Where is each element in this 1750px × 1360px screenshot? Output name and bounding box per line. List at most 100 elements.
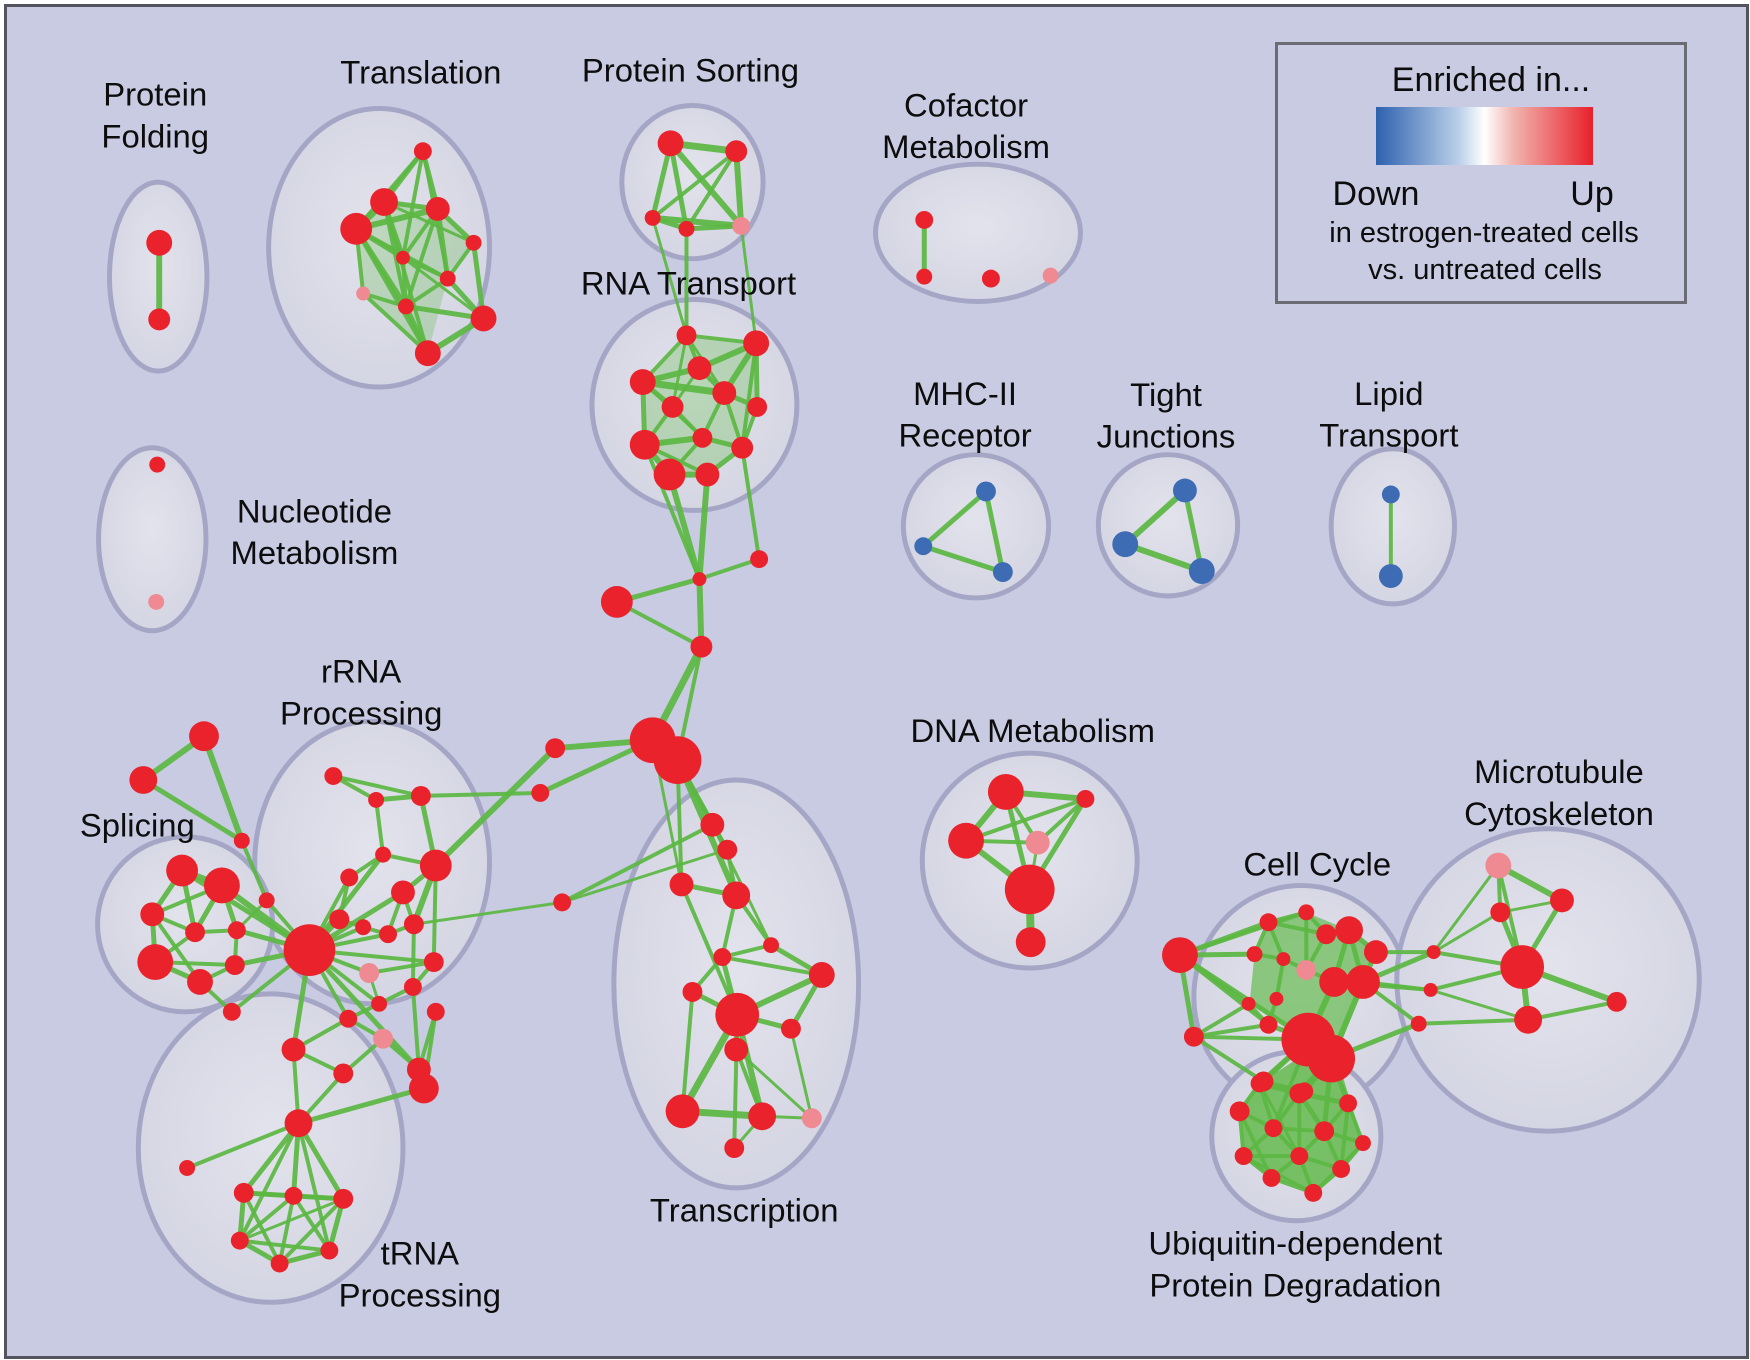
node-mt5 xyxy=(1514,1005,1543,1034)
edge-u1-u9 xyxy=(1258,1081,1301,1158)
node-rt1 xyxy=(676,325,697,346)
node-rt9 xyxy=(692,427,713,448)
label-transcription: Transcription xyxy=(650,1192,839,1229)
edge-rt8-c1 xyxy=(642,442,702,582)
node-d5 xyxy=(1004,864,1055,915)
legend-up-label: Up xyxy=(1570,175,1614,213)
edge-m2-m3 xyxy=(920,543,1006,575)
edge-b1-mtp xyxy=(1432,864,1500,954)
edge-cl1-rr6 xyxy=(432,745,559,869)
node-tr1 xyxy=(700,812,725,837)
edge-ps1-ps4 xyxy=(668,140,689,232)
node-c1 xyxy=(692,572,707,587)
node-rr18 xyxy=(333,1063,354,1084)
edge-u3-u10 xyxy=(1339,1101,1351,1171)
node-rt10 xyxy=(731,436,754,459)
legend-down-label: Down xyxy=(1332,175,1420,213)
node-t3 xyxy=(340,212,373,245)
node-tn2 xyxy=(284,1186,303,1205)
node-u4 xyxy=(1229,1101,1250,1122)
edge-rp1-rr12 xyxy=(367,960,436,975)
node-cf1 xyxy=(915,210,934,229)
node-th xyxy=(284,1109,313,1138)
edge-rr2-rr4 xyxy=(374,797,386,857)
bubble-microtubule-cytoskeleton xyxy=(1394,826,1702,1134)
edge-sp2-sp3 xyxy=(140,777,245,844)
node-rt7 xyxy=(747,396,768,417)
label-nucleotide-metabolism: Nucleotide Metabolism xyxy=(230,492,398,571)
node-cl3 xyxy=(553,893,572,912)
node-spb xyxy=(258,892,275,909)
node-d6 xyxy=(1015,927,1046,958)
node-tr8 xyxy=(682,981,703,1002)
node-rt3 xyxy=(687,356,712,381)
node-pf1 xyxy=(146,229,173,256)
edge-th-tn3 xyxy=(296,1120,346,1202)
node-cf3 xyxy=(981,269,1000,288)
label-microtubule-cytoskeleton: Microtubule Cytoskeleton xyxy=(1464,753,1654,832)
node-rr14 xyxy=(371,995,388,1012)
node-rt8 xyxy=(629,429,660,460)
node-rr17 xyxy=(281,1037,306,1062)
edge-ps1-ps5 xyxy=(667,140,745,229)
network-svg: Protein Folding Translation Protein Sorting… xyxy=(80,52,1702,1313)
node-u2 xyxy=(1289,1083,1310,1104)
node-c2 xyxy=(750,550,769,569)
bubble-mhc-ii-receptor xyxy=(900,452,1052,601)
node-tr13 xyxy=(748,1102,777,1131)
label-rna-transport: RNA Transport xyxy=(581,265,796,302)
node-ccb2 xyxy=(1307,1034,1356,1083)
node-ccl2 xyxy=(1183,1026,1204,1047)
node-tr5 xyxy=(763,937,780,954)
node-cc9 xyxy=(1363,940,1388,965)
label-splicing: Splicing xyxy=(80,807,195,844)
node-t2 xyxy=(370,188,398,216)
node-nm1 xyxy=(149,456,166,473)
node-tr11 xyxy=(724,1037,749,1062)
node-tr12 xyxy=(665,1094,700,1129)
node-mt1 xyxy=(1550,888,1574,913)
edge-sp3-spb xyxy=(239,838,269,903)
node-mt2 xyxy=(1490,902,1511,923)
edge-tn2-tn4 xyxy=(237,1193,296,1243)
node-rr8 xyxy=(329,909,350,930)
node-rr20 xyxy=(408,1073,439,1104)
node-cc6 xyxy=(1276,952,1291,967)
node-cf2 xyxy=(916,268,933,285)
edge-t4-t9 xyxy=(403,206,440,309)
edge-m1-m3 xyxy=(983,489,1006,575)
node-s5 xyxy=(227,921,246,940)
node-cc5 xyxy=(1246,946,1263,963)
node-u12 xyxy=(1304,1183,1323,1202)
node-s7 xyxy=(224,955,245,975)
edge-c1-c2 xyxy=(697,557,762,582)
node-s8 xyxy=(187,969,213,995)
node-nm2 xyxy=(148,593,165,610)
network-nodes xyxy=(129,130,1627,1273)
node-rp1 xyxy=(359,963,380,983)
node-m2 xyxy=(914,537,933,556)
node-ti xyxy=(179,1160,196,1176)
node-tr2 xyxy=(717,839,738,860)
edge-tj1-tj3 xyxy=(1182,488,1205,574)
node-d2 xyxy=(948,822,984,859)
label-ubiquitin-degradation: Ubiquitin-dependent Protein Degradation xyxy=(1148,1225,1442,1304)
node-tr9 xyxy=(715,992,760,1037)
bubble-translation xyxy=(266,105,492,390)
node-ps4 xyxy=(678,220,695,237)
node-mt4 xyxy=(1606,991,1627,1012)
node-rt6 xyxy=(661,395,684,418)
node-t5 xyxy=(465,234,482,251)
edge-sp1-sp3 xyxy=(201,733,245,844)
node-u5 xyxy=(1264,1119,1283,1138)
node-rr1 xyxy=(324,767,343,785)
node-rr6 xyxy=(419,849,452,882)
edge-tn3-tn4 xyxy=(238,1197,345,1243)
node-t10 xyxy=(470,305,497,332)
label-lipid-transport: Lipid Transport xyxy=(1319,375,1458,454)
label-translation: Translation xyxy=(340,54,501,91)
edge-tr6-tr7 xyxy=(720,955,824,977)
edge-ccl2-cc15 xyxy=(1191,1034,1266,1084)
edge-th-tn6 xyxy=(296,1121,332,1253)
